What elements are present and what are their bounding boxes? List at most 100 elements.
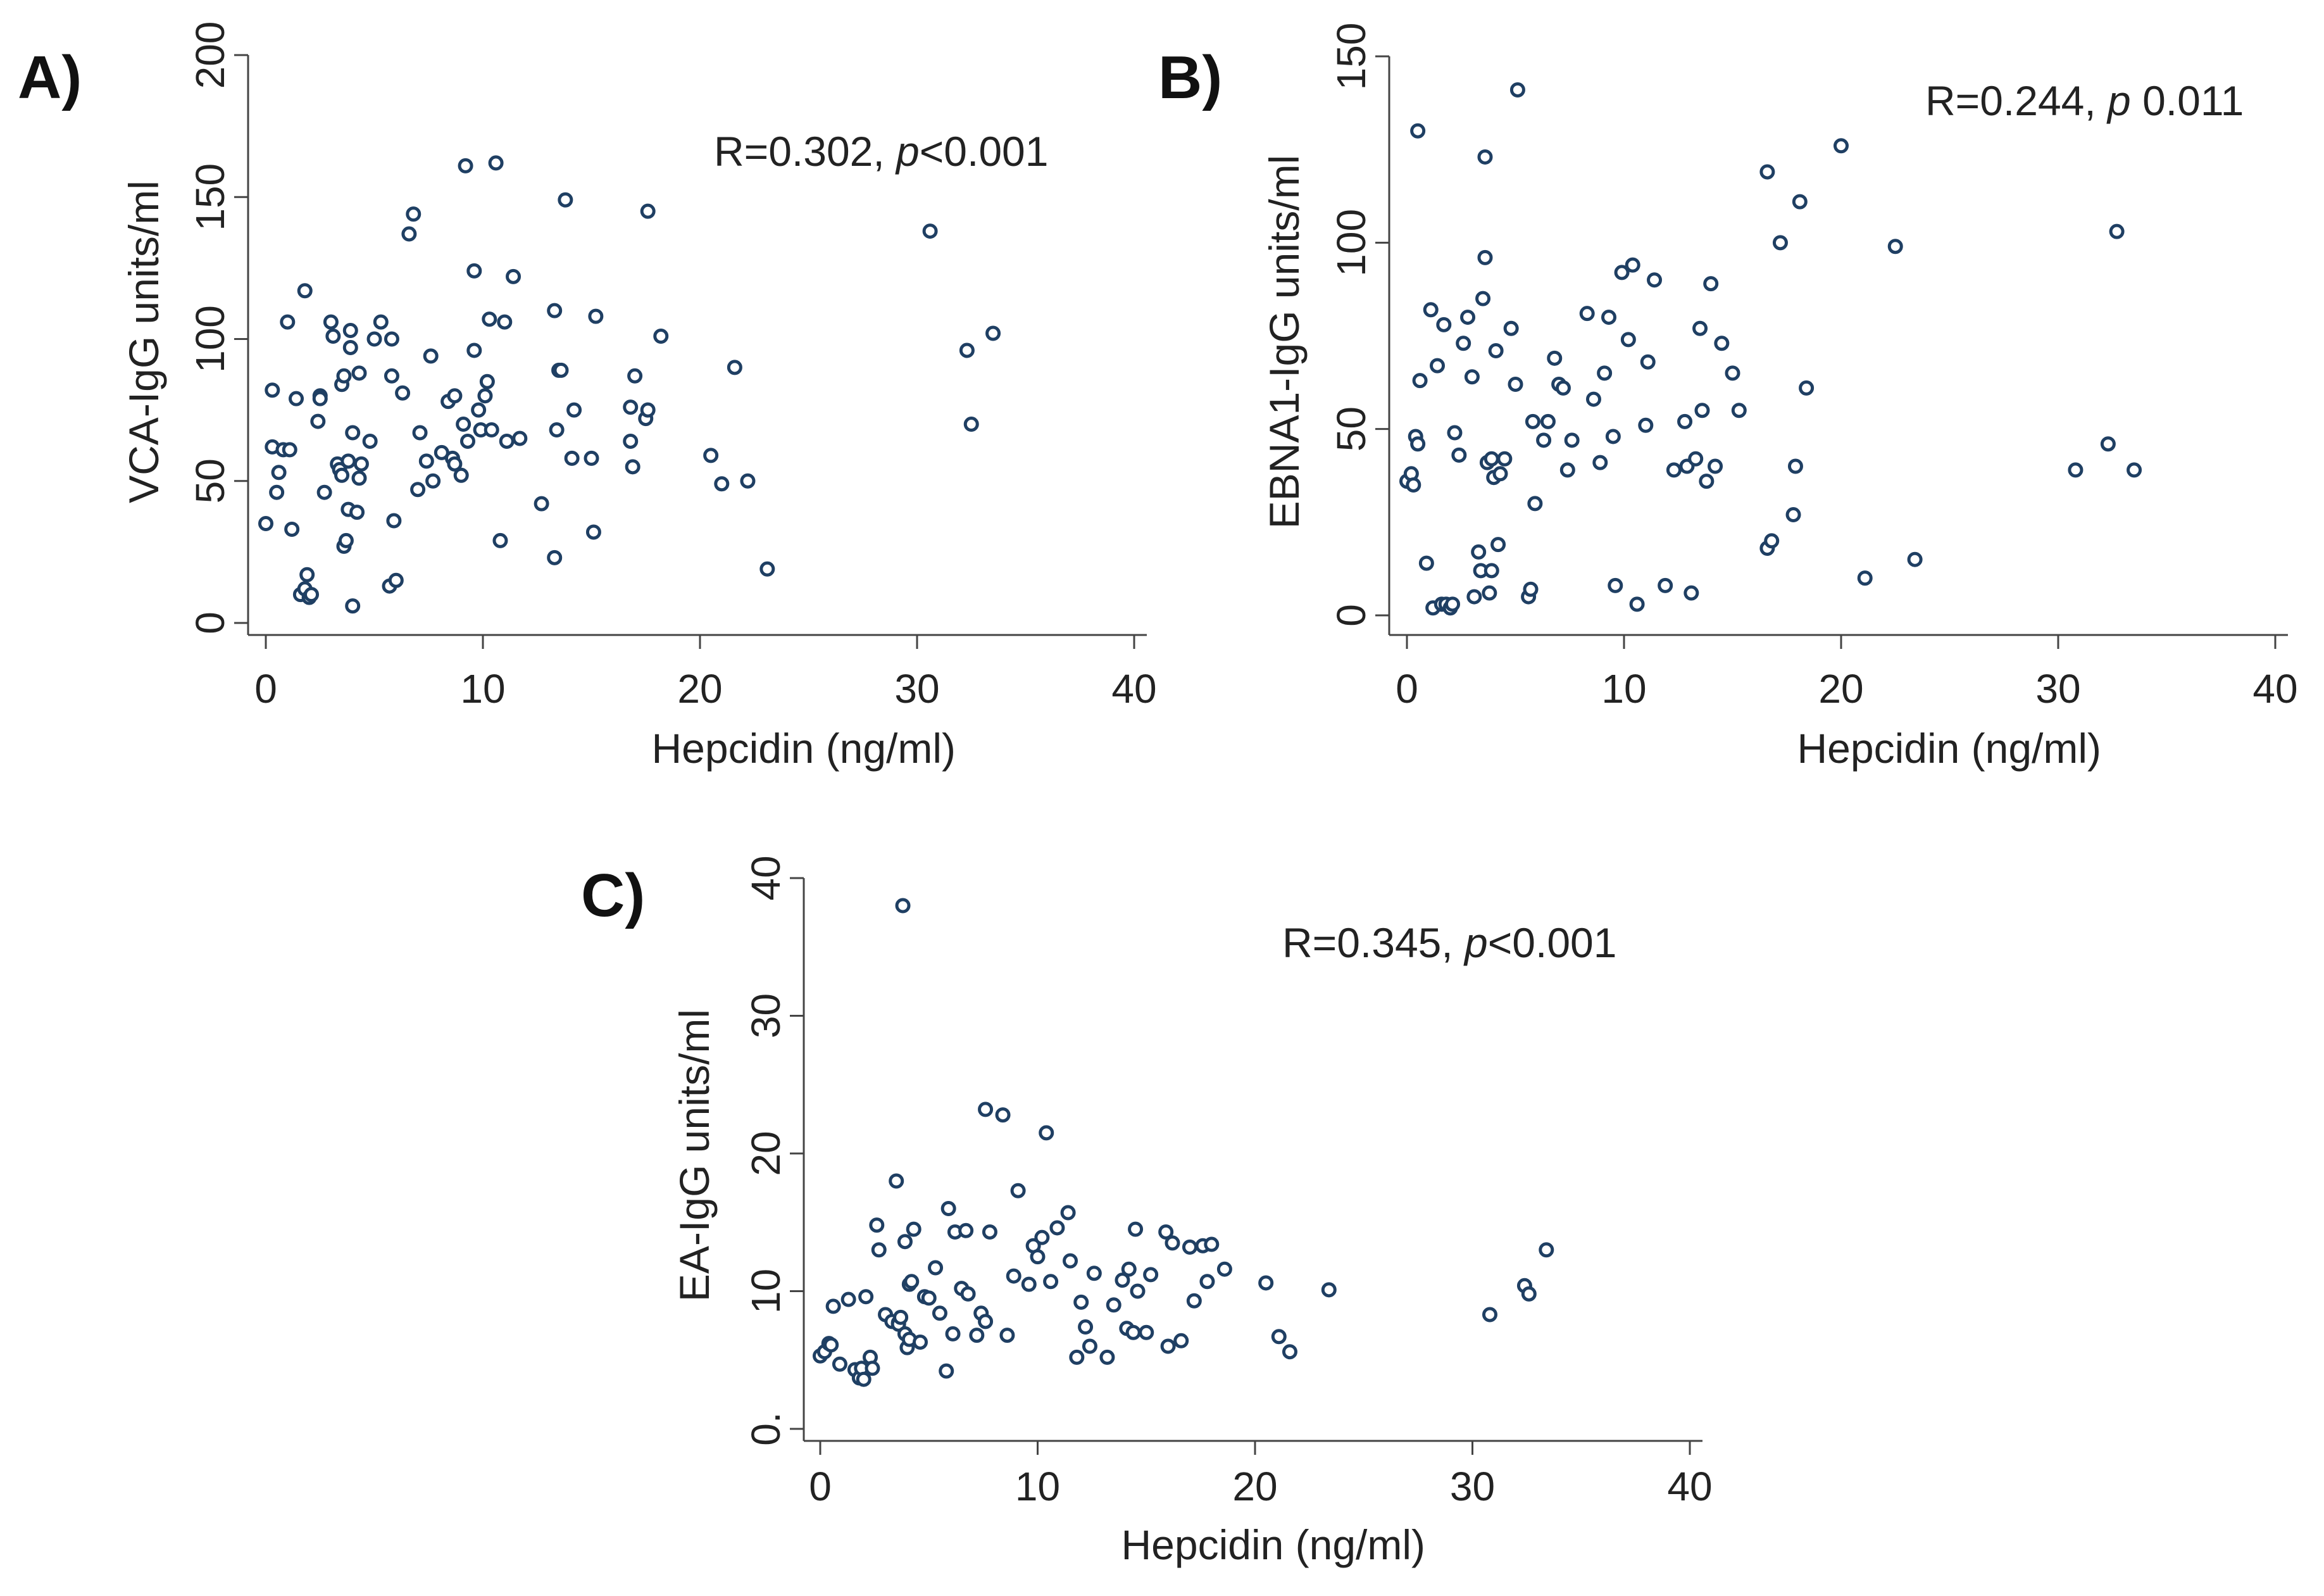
data-point [558, 192, 573, 208]
x-tick-label: 40 [2252, 666, 2297, 712]
x-tick-label: 20 [1818, 666, 1863, 712]
data-point [340, 453, 356, 469]
data-point [1539, 1242, 1554, 1258]
data-point [858, 1289, 874, 1305]
data-point [1410, 436, 1426, 452]
data-point [653, 329, 669, 344]
data-point [940, 1201, 956, 1216]
y-tick-label: 0. [743, 1412, 789, 1445]
y-tick-label: 50 [187, 458, 233, 503]
data-point [547, 303, 563, 318]
data-point [1182, 1239, 1197, 1255]
data-point [1216, 1261, 1232, 1277]
data-point [1321, 1282, 1337, 1298]
data-point [1158, 1224, 1174, 1240]
annotation-p-value: <0.001 [920, 128, 1049, 175]
data-point [447, 388, 463, 404]
data-point [978, 1102, 994, 1117]
data-point [1614, 265, 1630, 280]
data-point [1406, 477, 1421, 493]
data-point [1605, 429, 1621, 444]
data-point [1508, 377, 1523, 393]
data-point [284, 521, 300, 537]
data-point [425, 473, 441, 489]
annotation-p-value: <0.001 [1488, 919, 1617, 966]
data-point [623, 399, 639, 415]
data-point [960, 1286, 976, 1302]
data-point [958, 1222, 974, 1238]
data-point [280, 314, 296, 330]
data-point [1471, 544, 1487, 560]
data-point [351, 365, 367, 381]
data-point [759, 561, 775, 577]
data-point [585, 524, 601, 540]
data-point [342, 323, 358, 339]
data-point [1204, 1236, 1220, 1252]
data-point [1907, 551, 1923, 567]
y-tick-label: 150 [187, 163, 233, 231]
data-point [1772, 235, 1788, 251]
data-point [985, 325, 1001, 341]
data-point [865, 1360, 880, 1376]
annotation-p: p [1463, 919, 1488, 966]
data-point [401, 226, 417, 242]
data-point [325, 329, 341, 344]
data-point [1759, 164, 1775, 180]
data-point [1039, 1125, 1054, 1141]
data-point [1692, 320, 1708, 336]
data-point [1063, 1253, 1078, 1269]
y-tick-label: 40 [743, 855, 789, 900]
x-axis-label: Hepcidin (ng/ml) [1797, 725, 2102, 772]
data-point [373, 314, 389, 330]
annotation-r: R=0.302, [714, 128, 896, 175]
data-point [1564, 432, 1580, 448]
y-axis-label: EBNA1-IgG units/ml [1261, 155, 1308, 529]
data-point [423, 348, 439, 364]
data-point [1592, 455, 1608, 470]
data-point [1509, 82, 1525, 97]
data-point [1165, 1235, 1180, 1251]
data-point [1006, 1268, 1021, 1284]
data-point [466, 342, 482, 358]
y-tick-label: 50 [1328, 406, 1374, 451]
data-point [351, 470, 367, 486]
data-point [366, 331, 382, 347]
data-point [1030, 1249, 1046, 1265]
data-point [1523, 581, 1539, 597]
data-point [895, 898, 911, 914]
data-point [1482, 1307, 1497, 1323]
data-point [1271, 1329, 1287, 1345]
data-point [889, 1173, 904, 1189]
x-axis-label: Hepcidin (ng/ml) [1121, 1521, 1426, 1568]
data-point [1547, 350, 1563, 366]
x-tick-label: 0 [254, 666, 277, 712]
data-point [871, 1242, 887, 1258]
data-point [921, 1290, 937, 1306]
x-tick-label: 20 [677, 666, 722, 712]
chart-b-plot: 0 10 20 30 40 0 50 100 150 Hepcidin (ng/ml) EBNA1-… [1261, 23, 2298, 772]
y-tick-label: 100 [1328, 209, 1374, 277]
data-point [304, 587, 320, 603]
data-point [1199, 1274, 1215, 1290]
x-tick-label: 30 [1450, 1464, 1495, 1509]
data-point [1143, 1267, 1159, 1283]
data-point [584, 450, 599, 466]
data-point [1410, 123, 1426, 139]
data-point [1834, 138, 1849, 154]
data-point [349, 505, 365, 520]
panel-b: B) 0 10 20 30 40 0 50 100 150 Hepcidin (ng/ml) EBN… [1152, 0, 2324, 785]
data-point [477, 388, 493, 404]
data-point [1173, 1333, 1189, 1348]
annotation-p: p [895, 128, 920, 175]
data-point [499, 433, 515, 449]
x-tick-label: 0 [809, 1464, 832, 1509]
data-point [1430, 358, 1446, 374]
data-point [1625, 257, 1640, 273]
y-axis-label: EA-IgG units/ml [671, 1009, 718, 1302]
data-point [471, 402, 487, 418]
data-point [388, 572, 404, 588]
data-point [1725, 365, 1740, 381]
data-point [1764, 533, 1780, 549]
data-point [913, 1334, 928, 1350]
y-tick-label: 100 [187, 305, 233, 373]
